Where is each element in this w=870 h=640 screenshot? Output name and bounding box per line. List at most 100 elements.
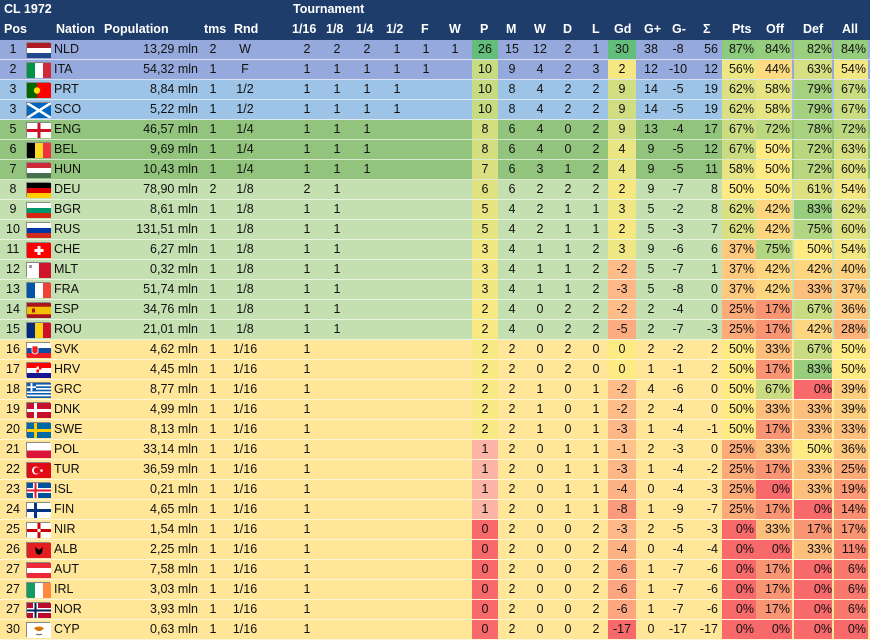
cell-m: 2 [508, 342, 516, 356]
cell-l: 1 [592, 202, 600, 216]
cell-population: 4,62 mln [150, 342, 198, 356]
cell-r2 [382, 140, 412, 159]
cell-p: 2 [481, 342, 489, 356]
header-m: M [506, 22, 517, 36]
cell-m: 2 [508, 442, 516, 456]
p-cell-fill [472, 120, 498, 139]
header-gd: Gd [614, 22, 632, 36]
cell-r8: 1 [333, 222, 341, 236]
def-cell-fill [794, 180, 832, 199]
cell-off: 33% [764, 442, 790, 456]
cell-rnd: 1/16 [232, 482, 258, 496]
cell-l: 1 [592, 442, 600, 456]
cell-pts: 25% [728, 442, 754, 456]
p-cell-fill [472, 480, 498, 499]
header-l: L [592, 22, 600, 36]
cell-r4 [352, 380, 382, 399]
cell-all: 40% [840, 262, 866, 276]
cell-w [440, 140, 470, 159]
def-cell-fill [794, 580, 832, 599]
cell-gminus: -7 [672, 182, 684, 196]
cell-gd: 4 [618, 162, 626, 176]
cell-r8 [322, 440, 352, 459]
cell-gminus: -7 [672, 582, 684, 596]
def-cell-fill [794, 320, 832, 339]
cell-f [412, 400, 440, 419]
cell-def: 42% [806, 262, 832, 276]
pts-cell-fill [722, 380, 756, 399]
cell-gd: 0 [618, 342, 626, 356]
gd-cell-fill [608, 520, 636, 539]
header-r2: 1/2 [386, 22, 404, 36]
cell-p: 8 [481, 122, 489, 136]
cell-w [440, 100, 470, 119]
header-off: Off [766, 22, 785, 36]
cell-f [412, 320, 440, 339]
cell-d: 0 [564, 122, 572, 136]
off-cell-fill [756, 340, 792, 359]
cell-d: 1 [564, 502, 572, 516]
cell-m: 4 [508, 242, 516, 256]
gd-cell-fill [608, 100, 636, 119]
cell-off: 42% [764, 282, 790, 296]
flag-icon-fin [26, 502, 51, 518]
cell-wins: 4 [536, 122, 544, 136]
cell-sigma: 12 [704, 62, 718, 76]
table-row: 9 BGR 8,61 mln 1 1/8 1 1 5 4 2 1 1 3 5 -2 8 62% 42% 83% 62% [0, 200, 870, 220]
cell-l: 2 [592, 182, 600, 196]
cell-f [412, 300, 440, 319]
all-cell-fill [834, 560, 868, 579]
flag-icon-mlt [26, 262, 51, 278]
cell-population: 46,57 mln [143, 122, 198, 136]
cell-r2 [382, 460, 412, 479]
cell-all: 54% [840, 182, 866, 196]
flag-icon-sco [26, 102, 51, 118]
cell-all: 25% [840, 462, 866, 476]
table-row: 14 ESP 34,76 mln 1 1/8 1 1 2 4 0 2 2 -2 2 -4 0 25% 17% 67%… [0, 300, 870, 320]
cell-nation: SVK [54, 342, 80, 356]
all-cell-fill [834, 180, 868, 199]
cell-all: 36% [840, 302, 866, 316]
cell-m: 2 [508, 382, 516, 396]
cell-p: 10 [478, 62, 492, 76]
pts-cell-fill [722, 580, 756, 599]
p-cell-fill [472, 160, 498, 179]
cell-gd: -3 [616, 522, 628, 536]
cell-f [412, 200, 440, 219]
all-cell-fill [834, 120, 868, 139]
cell-nation: AUT [54, 562, 79, 576]
cell-sigma: -17 [699, 622, 718, 636]
cell-r4 [352, 600, 382, 619]
cell-def: 78% [806, 122, 832, 136]
off-cell-fill [756, 220, 792, 239]
cell-def: 82% [806, 42, 832, 56]
cell-nation: ISL [54, 482, 73, 496]
cell-m: 9 [508, 62, 516, 76]
cell-r16: 1 [303, 262, 311, 276]
cell-pts: 56% [728, 62, 754, 76]
off-cell-fill [756, 420, 792, 439]
cell-population: 78,90 mln [143, 182, 198, 196]
off-cell-fill [756, 140, 792, 159]
cell-off: 58% [764, 82, 790, 96]
gd-cell-fill [608, 560, 636, 579]
cell-tms: 1 [209, 582, 217, 596]
cell-def: 79% [806, 102, 832, 116]
all-cell-fill [834, 440, 868, 459]
cell-r8 [322, 420, 352, 439]
cell-p: 2 [481, 422, 489, 436]
cell-l: 2 [592, 162, 600, 176]
cell-nation: MLT [54, 262, 79, 276]
off-cell-fill [756, 620, 792, 639]
cell-off: 67% [764, 382, 790, 396]
cell-r16: 1 [303, 202, 311, 216]
cell-m: 2 [508, 482, 516, 496]
cell-off: 17% [764, 502, 790, 516]
cell-wins: 0 [536, 522, 544, 536]
cell-tms: 1 [209, 142, 217, 156]
p-cell-fill [472, 40, 498, 59]
cell-population: 0,21 mln [150, 482, 198, 496]
table-row: 5 ENG 46,57 mln 1 1/4 1 1 1 8 6 4 0 2 9 13 -4 17 67% 72% 78… [0, 120, 870, 140]
cell-f: 1 [422, 62, 430, 76]
